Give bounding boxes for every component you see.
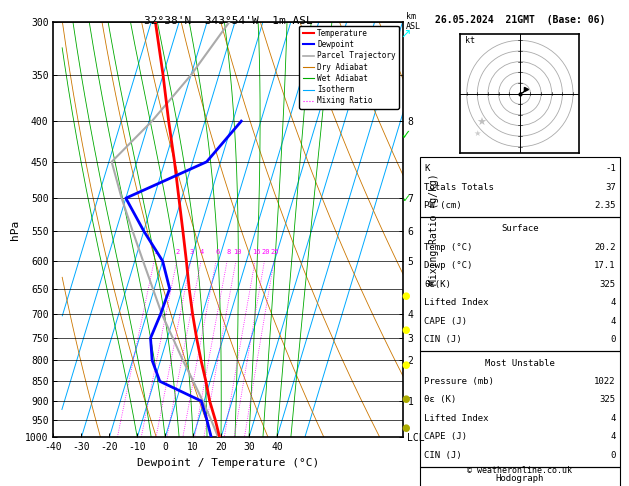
Text: ●: ● (401, 394, 410, 403)
Text: ●: ● (401, 326, 410, 335)
Text: 17.1: 17.1 (594, 261, 616, 270)
Text: © weatheronline.co.uk: © weatheronline.co.uk (467, 466, 572, 475)
Text: K: K (424, 164, 430, 173)
Text: ↗: ↗ (401, 28, 411, 40)
Text: Surface: Surface (501, 225, 538, 233)
Text: 325: 325 (599, 280, 616, 289)
X-axis label: Dewpoint / Temperature (°C): Dewpoint / Temperature (°C) (137, 458, 319, 468)
Text: 0: 0 (610, 335, 616, 344)
Text: 2.35: 2.35 (594, 201, 616, 210)
Text: 20: 20 (261, 249, 270, 255)
Text: 4: 4 (610, 414, 616, 423)
Text: θε(K): θε(K) (424, 280, 451, 289)
Text: PW (cm): PW (cm) (424, 201, 462, 210)
Text: ✓: ✓ (401, 130, 411, 142)
Text: ●: ● (401, 360, 410, 369)
Text: Most Unstable: Most Unstable (485, 359, 555, 367)
Text: 37: 37 (605, 183, 616, 191)
Text: 6: 6 (215, 249, 220, 255)
Text: 325: 325 (599, 396, 616, 404)
Text: Dewp (°C): Dewp (°C) (424, 261, 472, 270)
Text: ✓: ✓ (401, 194, 410, 204)
Text: 25: 25 (270, 249, 279, 255)
Text: 8: 8 (226, 249, 230, 255)
Text: 4: 4 (610, 433, 616, 441)
Text: 1: 1 (153, 249, 157, 255)
Text: 1022: 1022 (594, 377, 616, 386)
Text: 2: 2 (175, 249, 180, 255)
Text: ●: ● (401, 423, 410, 433)
Text: CIN (J): CIN (J) (424, 451, 462, 460)
Text: 3: 3 (190, 249, 194, 255)
Text: 20.2: 20.2 (594, 243, 616, 252)
Text: km
ASL: km ASL (406, 12, 421, 31)
Text: CAPE (J): CAPE (J) (424, 317, 467, 326)
Text: ★: ★ (474, 129, 481, 139)
Text: CIN (J): CIN (J) (424, 335, 462, 344)
Text: Totals Totals: Totals Totals (424, 183, 494, 191)
Text: 4: 4 (610, 317, 616, 326)
Y-axis label: hPa: hPa (9, 220, 19, 240)
Text: 4: 4 (200, 249, 204, 255)
Text: kt: kt (465, 35, 475, 45)
Text: 16: 16 (252, 249, 260, 255)
Text: Lifted Index: Lifted Index (424, 414, 489, 423)
Y-axis label: Mixing Ratio (g/kg): Mixing Ratio (g/kg) (429, 174, 439, 285)
Text: 26.05.2024  21GMT  (Base: 06): 26.05.2024 21GMT (Base: 06) (435, 15, 605, 25)
Text: Pressure (mb): Pressure (mb) (424, 377, 494, 386)
Text: Hodograph: Hodograph (496, 474, 544, 483)
Text: -1: -1 (605, 164, 616, 173)
Text: 0: 0 (610, 451, 616, 460)
Text: Temp (°C): Temp (°C) (424, 243, 472, 252)
Text: θε (K): θε (K) (424, 396, 456, 404)
Text: CAPE (J): CAPE (J) (424, 433, 467, 441)
Text: 4: 4 (610, 298, 616, 307)
Text: ●: ● (401, 292, 410, 301)
Legend: Temperature, Dewpoint, Parcel Trajectory, Dry Adiabat, Wet Adiabat, Isotherm, Mi: Temperature, Dewpoint, Parcel Trajectory… (299, 26, 399, 108)
Text: 10: 10 (233, 249, 241, 255)
Text: Lifted Index: Lifted Index (424, 298, 489, 307)
Text: 32°38'N  343°54'W  1m ASL: 32°38'N 343°54'W 1m ASL (143, 16, 313, 26)
Text: ★: ★ (477, 118, 487, 128)
